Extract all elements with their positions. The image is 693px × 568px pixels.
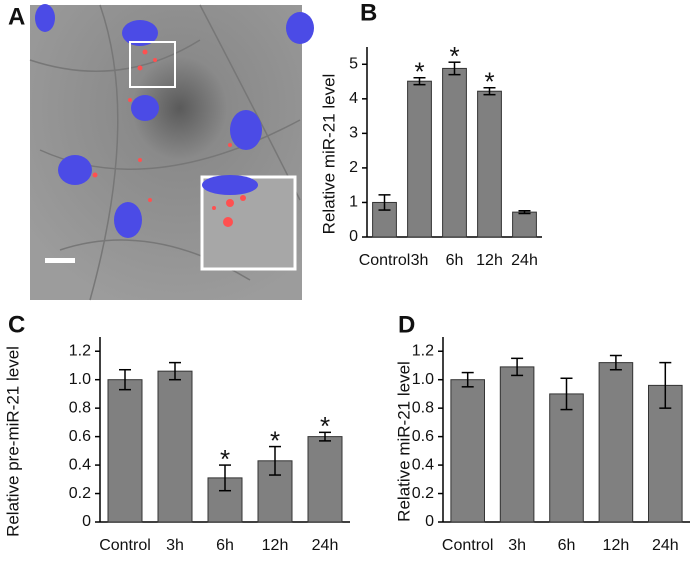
y-tick-label: 5: [349, 55, 358, 72]
panel-label: A: [8, 3, 25, 30]
y-tick-label: 0.2: [412, 485, 434, 502]
x-tick-label: 6h: [558, 537, 576, 554]
y-tick-label: 0.6: [412, 428, 434, 445]
x-tick-label: 3h: [166, 537, 184, 554]
y-axis-label: Relative pre-miR-21 level: [3, 346, 22, 537]
y-tick-label: 0.8: [69, 399, 91, 416]
bar: [157, 370, 193, 523]
bar: [477, 90, 502, 238]
y-tick-label: 1.0: [412, 371, 434, 388]
x-tick-label: Control: [442, 537, 494, 554]
significance-mark: *: [414, 57, 424, 87]
y-tick-label: 0: [349, 228, 358, 245]
bar: [598, 362, 634, 523]
significance-mark: *: [270, 425, 280, 455]
y-tick-label: 1.2: [412, 342, 434, 359]
y-tick-label: 1.0: [69, 371, 91, 388]
panel-label: C: [8, 311, 25, 338]
bar: [307, 436, 343, 523]
y-tick-label: 3: [349, 125, 358, 142]
y-tick-label: 2: [349, 159, 358, 176]
y-axis-label: Relative miR-21 level: [394, 361, 413, 522]
x-tick-label: 12h: [476, 252, 503, 269]
bar: [107, 379, 143, 523]
y-tick-label: 0.4: [69, 456, 91, 473]
y-tick-label: 1: [349, 194, 358, 211]
panel-label: B: [360, 0, 377, 26]
x-tick-label: 3h: [411, 252, 429, 269]
bar: [442, 67, 467, 238]
panel-label: D: [398, 311, 415, 338]
x-tick-label: 24h: [511, 252, 538, 269]
x-tick-label: 12h: [262, 537, 289, 554]
significance-mark: *: [220, 444, 230, 474]
bar: [512, 211, 537, 238]
x-tick-label: 3h: [508, 537, 526, 554]
significance-mark: *: [320, 411, 330, 441]
y-axis-label: Relative miR-21 level: [319, 74, 338, 235]
y-tick-label: 1.2: [69, 342, 91, 359]
x-tick-label: 6h: [216, 537, 234, 554]
x-tick-label: 6h: [446, 252, 464, 269]
x-tick-label: Control: [359, 252, 411, 269]
y-tick-label: 4: [349, 90, 358, 107]
significance-mark: *: [484, 67, 494, 97]
y-tick-label: 0.4: [412, 456, 434, 473]
x-tick-label: Control: [99, 537, 151, 554]
micrograph: [29, 4, 314, 301]
bar: [499, 366, 535, 523]
significance-mark: *: [449, 41, 459, 71]
x-tick-label: 24h: [652, 537, 679, 554]
y-tick-label: 0: [82, 513, 91, 530]
x-tick-label: 24h: [312, 537, 339, 554]
y-tick-label: 0.6: [69, 428, 91, 445]
x-tick-label: 12h: [603, 537, 630, 554]
bar: [407, 80, 432, 238]
bar: [549, 393, 584, 523]
y-tick-label: 0.2: [69, 485, 91, 502]
y-tick-label: 0: [425, 513, 434, 530]
bar: [450, 379, 485, 523]
y-tick-label: 0.8: [412, 399, 434, 416]
